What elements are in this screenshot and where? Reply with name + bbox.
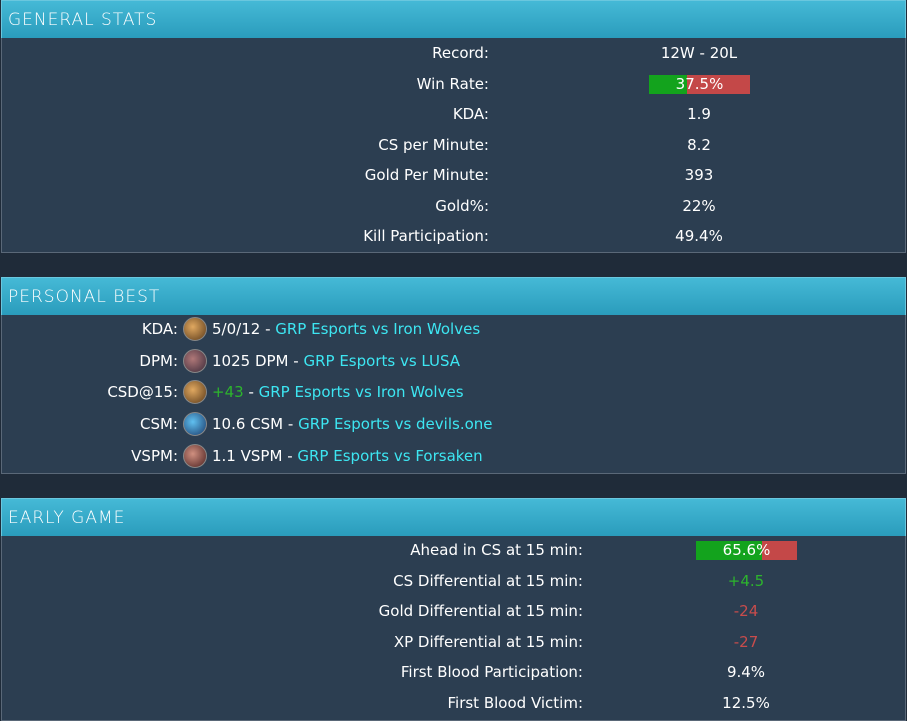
- panel-header: EARLY GAME: [1, 498, 906, 537]
- champion-icon: [183, 443, 207, 468]
- stat-label: Win Rate:: [416, 74, 489, 93]
- stat-label: KDA:: [141, 320, 178, 338]
- separator: -: [287, 446, 293, 465]
- stat-label: VSPM:: [131, 446, 178, 465]
- champion-icon: [183, 317, 207, 341]
- stat-value: 12W - 20L: [660, 44, 738, 62]
- stat-label: Record:: [432, 44, 489, 62]
- stat-label: Ahead in CS at 15 min:: [410, 541, 583, 559]
- match-link[interactable]: GRP Esports vs devils.one: [298, 415, 493, 434]
- best-value: 1.1 VSPM: [212, 446, 283, 465]
- rate-label: 65.6%: [722, 541, 771, 559]
- panel-body: Record: 12W - 20L Win Rate: 37.5% KDA: 1.9 CS …: [1, 38, 906, 253]
- stat-label: KDA:: [452, 105, 489, 123]
- stat-value: 49.4%: [675, 227, 723, 245]
- best-entry: 1.1 VSPM - GRP Esports vs Forsaken: [212, 446, 483, 466]
- stat-value: -27: [733, 632, 759, 651]
- separator: -: [293, 351, 299, 370]
- rate-fill: [696, 541, 763, 560]
- panel-body: Ahead in CS at 15 min: 65.6% CS Differenti…: [1, 536, 906, 721]
- stat-value: 9.4%: [726, 663, 766, 681]
- rate-label: 37.5%: [675, 74, 724, 93]
- stat-value: 22%: [682, 196, 716, 215]
- stat-label: CS Differential at 15 min:: [393, 571, 583, 590]
- stat-label: DPM:: [139, 351, 178, 370]
- stat-label: First Blood Victim:: [447, 693, 584, 712]
- stat-value: 12.5%: [722, 693, 770, 712]
- match-link[interactable]: GRP Esports vs Forsaken: [297, 446, 483, 465]
- stat-label: XP Differential at 15 min:: [393, 632, 583, 651]
- rate-fill: [649, 74, 687, 94]
- stat-value: 1.9: [687, 105, 711, 123]
- match-link[interactable]: GRP Esports vs Iron Wolves: [275, 320, 481, 338]
- stat-label: CS per Minute:: [378, 135, 489, 154]
- panel-header: PERSONAL BEST: [1, 277, 906, 316]
- best-entry: 5/0/12 - GRP Esports vs Iron Wolves: [212, 319, 480, 339]
- stat-value: 393: [684, 166, 714, 184]
- stat-label: Kill Participation:: [363, 227, 489, 245]
- stat-label: Gold Differential at 15 min:: [378, 602, 583, 620]
- stat-value: -24: [733, 602, 759, 620]
- panel-title: GENERAL STATS: [8, 10, 158, 30]
- best-value: 5/0/12: [212, 320, 261, 338]
- best-value: 1025 DPM: [212, 351, 289, 370]
- stat-value: 8.2: [687, 135, 711, 154]
- panel-body: KDA: 5/0/12 - GRP Esports vs Iron Wolves …: [1, 315, 906, 474]
- stat-label: Gold Per Minute:: [364, 166, 489, 184]
- best-entry: 1025 DPM - GRP Esports vs LUSA: [212, 351, 460, 371]
- best-entry: 10.6 CSM - GRP Esports vs devils.one: [212, 414, 493, 434]
- match-link[interactable]: GRP Esports vs Iron Wolves: [258, 383, 464, 402]
- rate-bar: 65.6%: [696, 541, 797, 560]
- best-value: 10.6 CSM: [212, 415, 284, 434]
- panel-title: PERSONAL BEST: [8, 287, 161, 307]
- separator: -: [248, 383, 254, 402]
- stat-label: CSD@15:: [107, 383, 178, 402]
- stat-label: First Blood Participation:: [400, 663, 583, 681]
- panel-title: EARLY GAME: [8, 508, 126, 528]
- panel-header: GENERAL STATS: [1, 0, 906, 39]
- champion-icon: [183, 412, 207, 437]
- best-entry: +43 - GRP Esports vs Iron Wolves: [212, 382, 464, 402]
- stat-label: CSM:: [140, 415, 178, 434]
- rate-bar: 37.5%: [649, 74, 750, 94]
- separator: -: [265, 320, 271, 338]
- match-link[interactable]: GRP Esports vs LUSA: [303, 351, 461, 370]
- champion-icon: [183, 348, 207, 373]
- best-value: +43: [212, 383, 244, 402]
- stat-label: Gold%:: [435, 196, 489, 215]
- champion-icon: [183, 380, 207, 405]
- separator: -: [287, 415, 294, 434]
- stat-value: +4.5: [727, 571, 765, 590]
